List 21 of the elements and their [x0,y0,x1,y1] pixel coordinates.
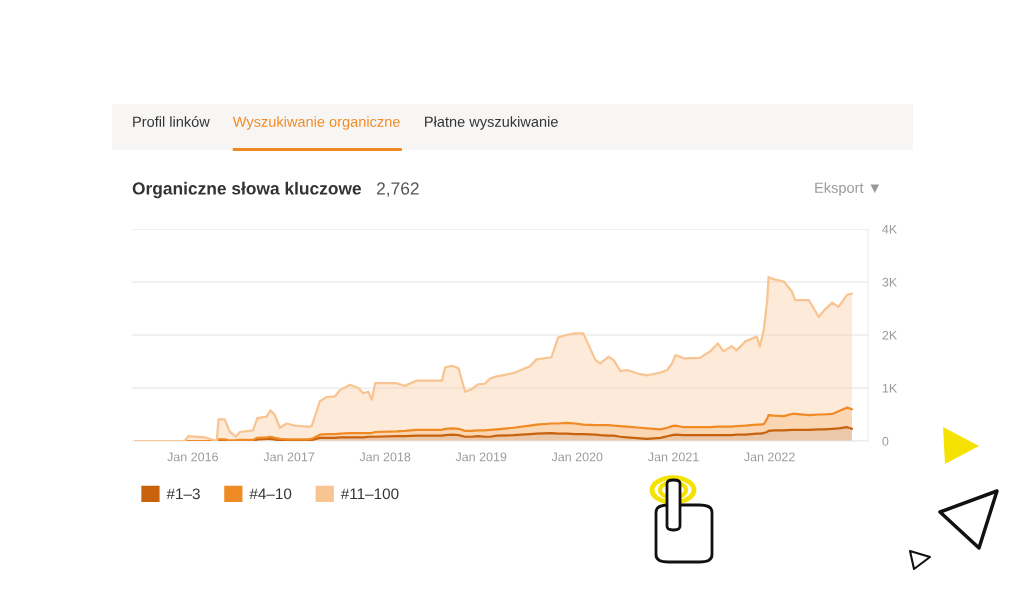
y-tick-label: 3K [882,277,898,287]
x-tick-label: Jan 2022 [744,452,795,462]
text: Profil linków [133,116,210,127]
text: Eksport ▼ [815,182,880,196]
legend-label: #4–10 [249,488,292,500]
y-tick-label: 2K [882,330,898,340]
y-tick-label: 4K [882,224,898,234]
x-tick-label: Jan 2017 [263,452,315,462]
legend-label: #11–100 [340,488,399,500]
text: Wyszukiwanie organiczne [232,116,400,130]
x-tick-label: Jan 2018 [359,452,411,462]
text: Płatne wyszukiwanie [425,116,558,130]
y-tick-label: 0 [882,436,889,446]
legend-label: #1–3 [166,488,200,500]
x-tick-label: Jan 2021 [648,452,699,462]
chart-title: Organiczne słowa kluczowe [132,181,362,199]
x-tick-label: Jan 2019 [455,452,507,462]
y-tick-label: 1K [882,383,898,393]
x-tick-label: Jan 2020 [551,452,603,462]
chart-subtitle: 2,762 [377,182,419,197]
x-tick-label: Jan 2016 [167,452,218,462]
